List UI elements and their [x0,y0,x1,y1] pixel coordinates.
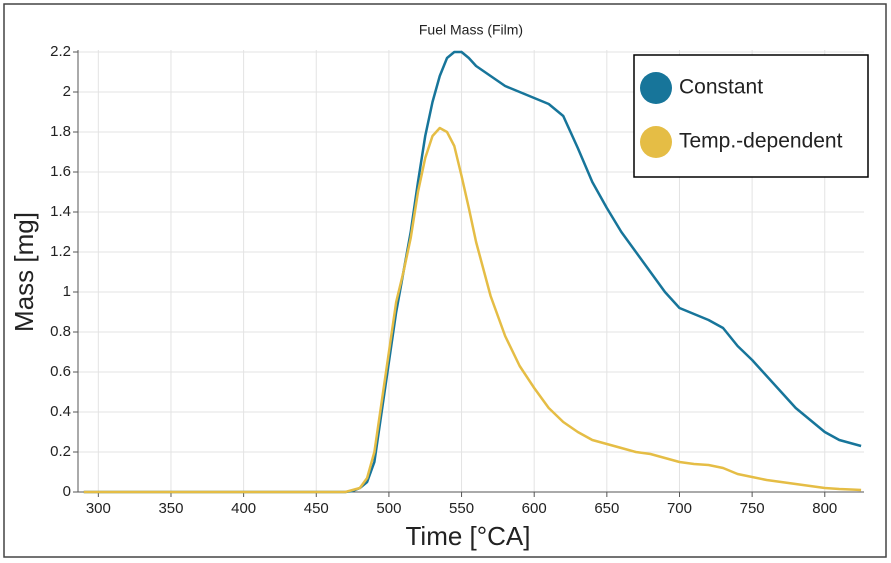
y-tick-label: 1.2 [50,243,71,260]
y-tick-label: 0.4 [50,403,71,420]
legend-box [633,54,869,178]
y-tick-label: 0.6 [50,363,71,380]
x-tick-label: 550 [449,500,474,517]
x-tick-label: 350 [158,500,183,517]
y-tick-label: 2.2 [50,43,71,60]
y-tick-label: 1.4 [50,203,71,220]
y-tick-label: 2 [63,83,71,100]
x-tick-label: 400 [231,500,256,517]
legend-label: Constant [679,76,763,99]
x-tick-label: 450 [304,500,329,517]
y-axis-label: Mass [mg] [9,212,39,332]
x-tick-label: 700 [667,500,692,517]
y-tick-label: 1.8 [50,123,71,140]
y-tick-label: 1.6 [50,163,71,180]
x-tick-label: 500 [376,500,401,517]
x-tick-label: 300 [86,500,111,517]
data-line [83,50,862,494]
y-tick-label: 0.8 [50,323,71,340]
data-line [83,126,862,494]
x-tick-label: 750 [740,500,765,517]
legend-marker [640,72,672,104]
x-tick-label: 650 [594,500,619,517]
x-axis-label: Time [°CA] [406,521,531,551]
x-tick-label: 800 [812,500,837,517]
legend-marker [640,126,672,158]
x-tick-label: 600 [522,500,547,517]
y-tick-label: 0.2 [50,443,71,460]
legend-label: Temp.-dependent [679,130,843,153]
y-tick-label: 0 [63,483,71,500]
y-tick-label: 1 [63,283,71,300]
chart-title: Fuel Mass (Film) [419,22,523,38]
